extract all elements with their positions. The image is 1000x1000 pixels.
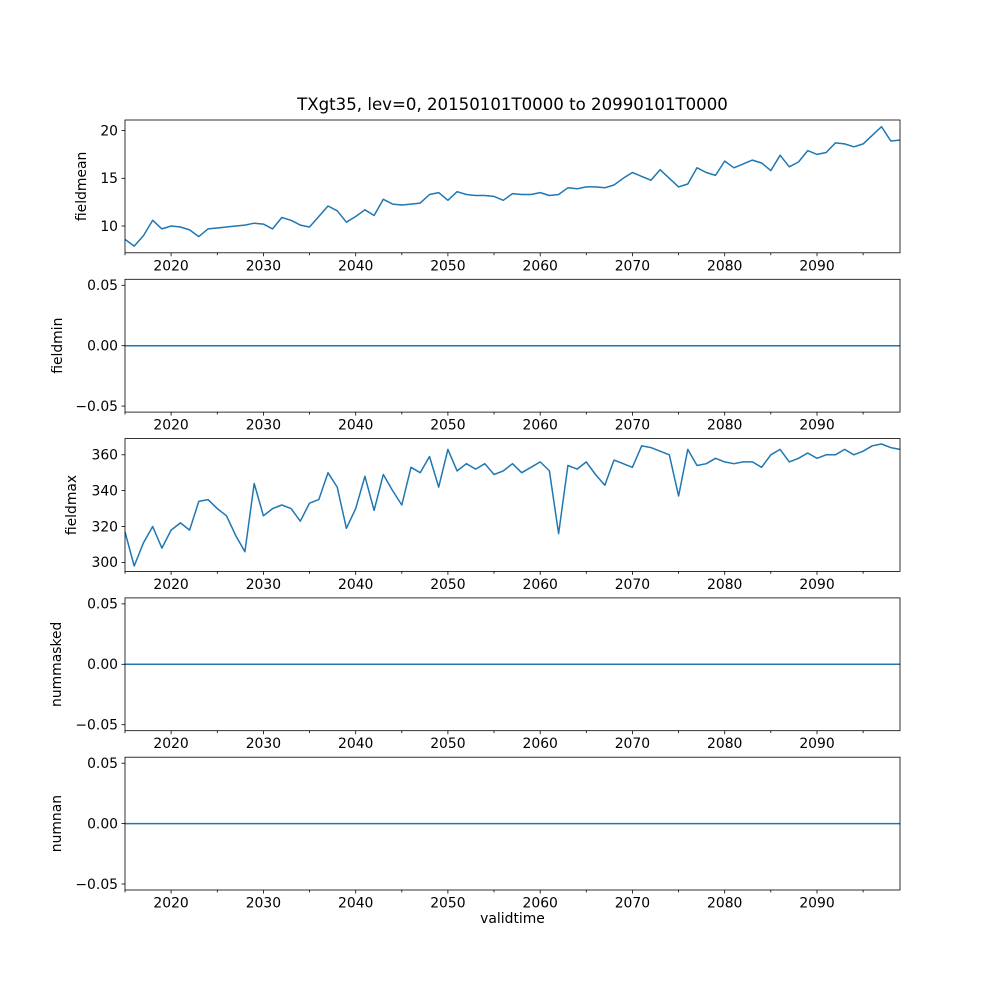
x-tick-label: 2060 [523, 736, 558, 752]
axes-frame [124, 438, 901, 572]
y-tick-label: 0.00 [87, 339, 118, 355]
axes-frame [124, 119, 901, 254]
y-tick-label: 360 [91, 448, 118, 464]
subplot-numnan: 2020 2030 2040 2050 2060 2070 2080 2090 −0.05 0.0… [49, 756, 901, 912]
subplot-fieldmin: 2020 2030 2040 2050 2060 2070 2080 2090 −0.05 0.0… [50, 278, 901, 434]
x-tick-label: 2060 [523, 577, 558, 593]
y-axis-label-numnan: numnan [49, 795, 65, 852]
subplot-fieldmax: 2020 2030 2040 2050 2060 2070 2080 2090 300 320 34… [64, 438, 901, 593]
x-tick-label: 2020 [153, 736, 188, 752]
y-tick-label: 0.05 [87, 597, 118, 613]
x-tick-label: 2050 [430, 577, 465, 593]
chart-title: TXgt35, lev=0, 20150101T0000 to 20990101… [297, 95, 728, 114]
x-tick-label: 2080 [707, 258, 742, 274]
x-tick-label: 2060 [523, 896, 558, 912]
x-tick-label: 2070 [615, 896, 650, 912]
y-tick-label: −0.05 [75, 718, 118, 734]
y-axis-label-fieldmin: fieldmin [50, 318, 66, 374]
y-tick-label: 300 [91, 555, 118, 571]
x-tick-label: 2040 [338, 258, 373, 274]
x-tick-label: 2090 [799, 577, 834, 593]
axes-frame [124, 756, 901, 891]
x-tick-label: 2030 [246, 896, 281, 912]
x-tick-label: 2060 [523, 418, 558, 434]
x-tick-label: 2030 [246, 258, 281, 274]
x-tick-label: 2080 [707, 896, 742, 912]
x-tick-label: 2020 [153, 896, 188, 912]
fieldmax-line [124, 443, 901, 567]
x-tick-label: 2050 [430, 736, 465, 752]
y-axis-label-fieldmax: fieldmax [64, 475, 80, 535]
x-tick-label: 2050 [430, 418, 465, 434]
x-tick-label: 2040 [338, 418, 373, 434]
y-tick-label: 20 [100, 123, 118, 139]
axes-frame [124, 597, 901, 732]
y-tick-label: 15 [100, 171, 118, 187]
x-tick-label: 2050 [430, 258, 465, 274]
axes-frame [124, 278, 901, 413]
x-tick-label: 2090 [799, 258, 834, 274]
x-axis-label: validtime [480, 911, 545, 927]
x-tick-label: 2040 [338, 896, 373, 912]
x-tick-label: 2030 [246, 736, 281, 752]
x-tick-label: 2070 [615, 736, 650, 752]
subplot-fieldmean: 2020 2030 2040 2050 2060 2070 2080 2090 10 15 20 fi… [74, 119, 901, 274]
y-tick-label: 0.05 [87, 756, 118, 772]
y-tick-label: 0.00 [87, 657, 118, 673]
y-tick-label: −0.05 [75, 399, 118, 415]
x-tick-label: 2080 [707, 418, 742, 434]
x-tick-label: 2090 [799, 736, 834, 752]
y-tick-label: 340 [91, 483, 118, 499]
x-tick-label: 2060 [523, 258, 558, 274]
x-tick-label: 2070 [615, 258, 650, 274]
fieldmean-line [124, 125, 901, 247]
y-tick-label: 0.00 [87, 816, 118, 832]
x-tick-label: 2090 [799, 418, 834, 434]
x-tick-label: 2080 [707, 736, 742, 752]
x-tick-label: 2040 [338, 577, 373, 593]
y-tick-label: 10 [100, 219, 118, 235]
x-tick-label: 2070 [615, 577, 650, 593]
y-tick-label: 320 [91, 519, 118, 535]
x-tick-label: 2040 [338, 736, 373, 752]
x-tick-label: 2080 [707, 577, 742, 593]
x-tick-label: 2050 [430, 896, 465, 912]
x-tick-label: 2070 [615, 418, 650, 434]
x-tick-label: 2020 [153, 418, 188, 434]
x-tick-label: 2030 [246, 577, 281, 593]
y-axis-label-nummasked: nummasked [49, 622, 65, 707]
x-tick-label: 2090 [799, 896, 834, 912]
x-tick-label: 2020 [153, 258, 188, 274]
subplot-nummasked: 2020 2030 2040 2050 2060 2070 2080 2090 −0.05 0.0… [49, 597, 901, 752]
y-tick-label: 0.05 [87, 278, 118, 294]
y-axis-label-fieldmean: fieldmean [74, 152, 90, 221]
x-tick-label: 2020 [153, 577, 188, 593]
y-tick-label: −0.05 [75, 877, 118, 893]
x-tick-label: 2030 [246, 418, 281, 434]
